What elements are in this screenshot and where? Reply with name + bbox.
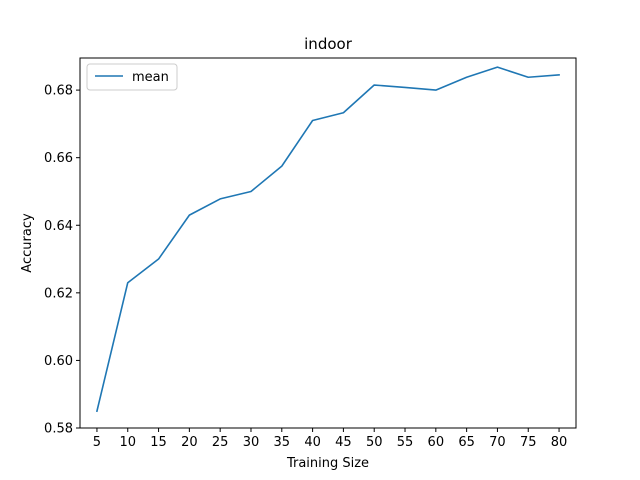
x-tick-label: 75 xyxy=(520,435,537,450)
x-axis-label: Training Size xyxy=(286,456,369,471)
x-tick-label: 70 xyxy=(489,435,506,450)
x-tick-label: 60 xyxy=(428,435,445,450)
y-tick-label: 0.58 xyxy=(44,422,73,437)
chart-title: indoor xyxy=(304,35,353,53)
x-tick-label: 55 xyxy=(397,435,414,450)
x-tick-label: 15 xyxy=(150,435,167,450)
legend-box xyxy=(86,63,178,91)
x-tick-label: 45 xyxy=(335,435,352,450)
legend-label-mean: mean xyxy=(132,70,169,85)
y-tick-label: 0.64 xyxy=(44,219,73,234)
x-tick-label: 80 xyxy=(551,435,568,450)
x-tick-label: 40 xyxy=(304,435,321,450)
x-tick-label: 30 xyxy=(243,435,260,450)
series-layer xyxy=(95,66,560,413)
x-tick-label: 10 xyxy=(119,435,136,450)
series-line-mean xyxy=(95,66,560,413)
x-tick-label: 35 xyxy=(274,435,291,450)
y-tick-label: 0.62 xyxy=(44,286,73,301)
y-tick-label: 0.60 xyxy=(44,354,73,369)
y-tick-label: 0.68 xyxy=(44,84,73,99)
y-axis-label: Accuracy xyxy=(20,213,35,273)
x-tick-label: 50 xyxy=(366,435,383,450)
axes-background xyxy=(80,58,576,428)
y-tick-label: 0.66 xyxy=(44,151,73,166)
plot-area xyxy=(79,57,577,429)
x-tick-label: 5 xyxy=(93,435,101,450)
x-axis: 5 10 15 20 25 30 35 40 45 50 55 60 65 70 75 80 xyxy=(93,428,568,450)
x-tick-label: 25 xyxy=(212,435,229,450)
x-tick-label: 20 xyxy=(181,435,198,450)
legend: mean xyxy=(86,63,178,91)
y-axis: 0.58 0.60 0.62 0.64 0.66 0.68 xyxy=(44,84,80,437)
x-tick-label: 65 xyxy=(458,435,475,450)
axes-frame xyxy=(79,57,577,429)
